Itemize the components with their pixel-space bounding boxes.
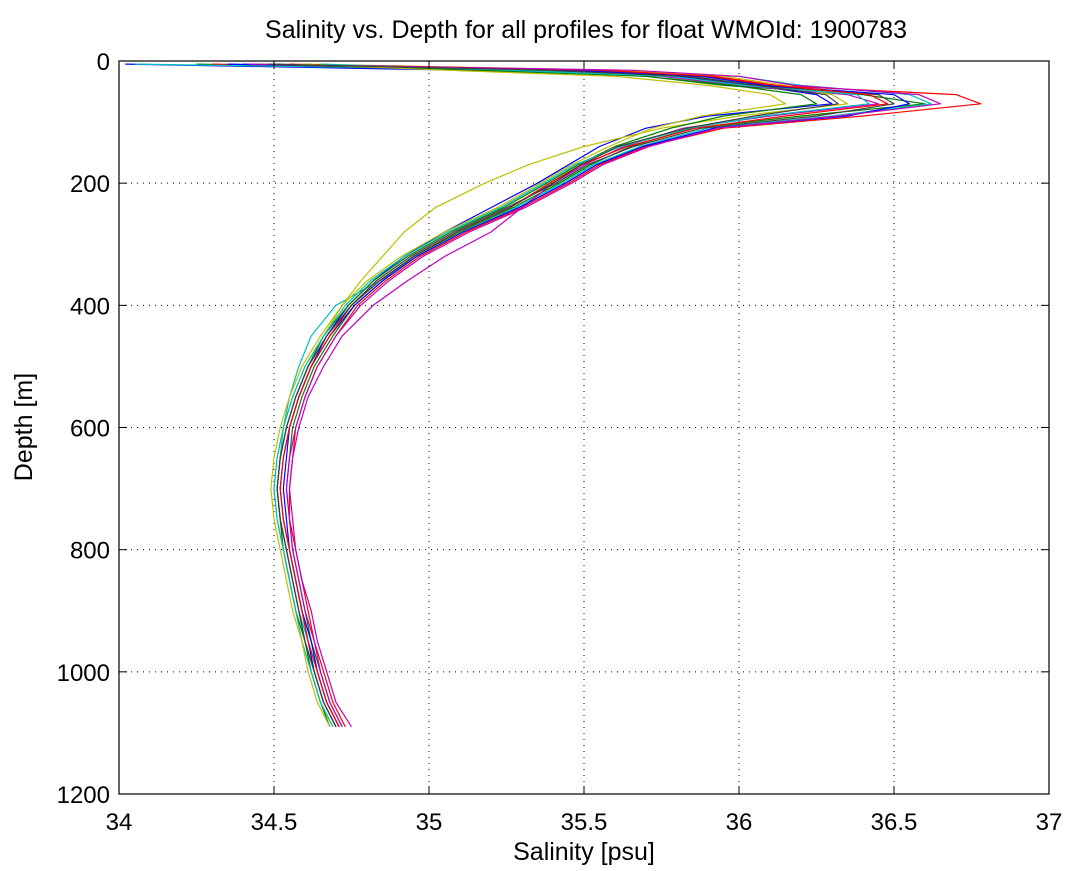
y-tick-label: 200 (70, 171, 110, 198)
profile-lines (125, 63, 982, 728)
x-axis-label: Salinity [psu] (513, 838, 655, 866)
y-tick-label: 600 (70, 416, 110, 443)
y-tick-label: 800 (70, 538, 110, 565)
y-tick-label: 0 (97, 49, 110, 76)
salinity-profile-line (273, 63, 870, 728)
x-tick-label: 36.5 (871, 809, 918, 836)
x-tick-label: 34 (106, 809, 133, 836)
x-tick-label: 35.5 (561, 809, 608, 836)
x-axis-ticks: 34 34.5 35 35.5 36 36.5 37 (106, 61, 1063, 836)
grid-lines (119, 61, 1049, 794)
y-tick-label: 400 (70, 293, 110, 320)
salinity-profile-line (249, 63, 942, 728)
x-tick-label: 37 (1036, 809, 1063, 836)
y-axis-label: Depth [m] (10, 373, 38, 481)
x-tick-label: 35 (416, 809, 443, 836)
y-axis-ticks: 0 200 400 600 800 1000 1200 (57, 49, 1049, 809)
salinity-profile-line (242, 63, 880, 728)
chart-title: Salinity vs. Depth for all profiles for … (265, 16, 907, 44)
salinity-profile-line (270, 63, 787, 728)
salinity-profile-line (267, 63, 839, 728)
y-tick-label: 1000 (57, 660, 110, 687)
y-tick-label: 1200 (57, 782, 110, 809)
x-tick-label: 34.5 (251, 809, 298, 836)
x-tick-label: 36 (726, 809, 753, 836)
